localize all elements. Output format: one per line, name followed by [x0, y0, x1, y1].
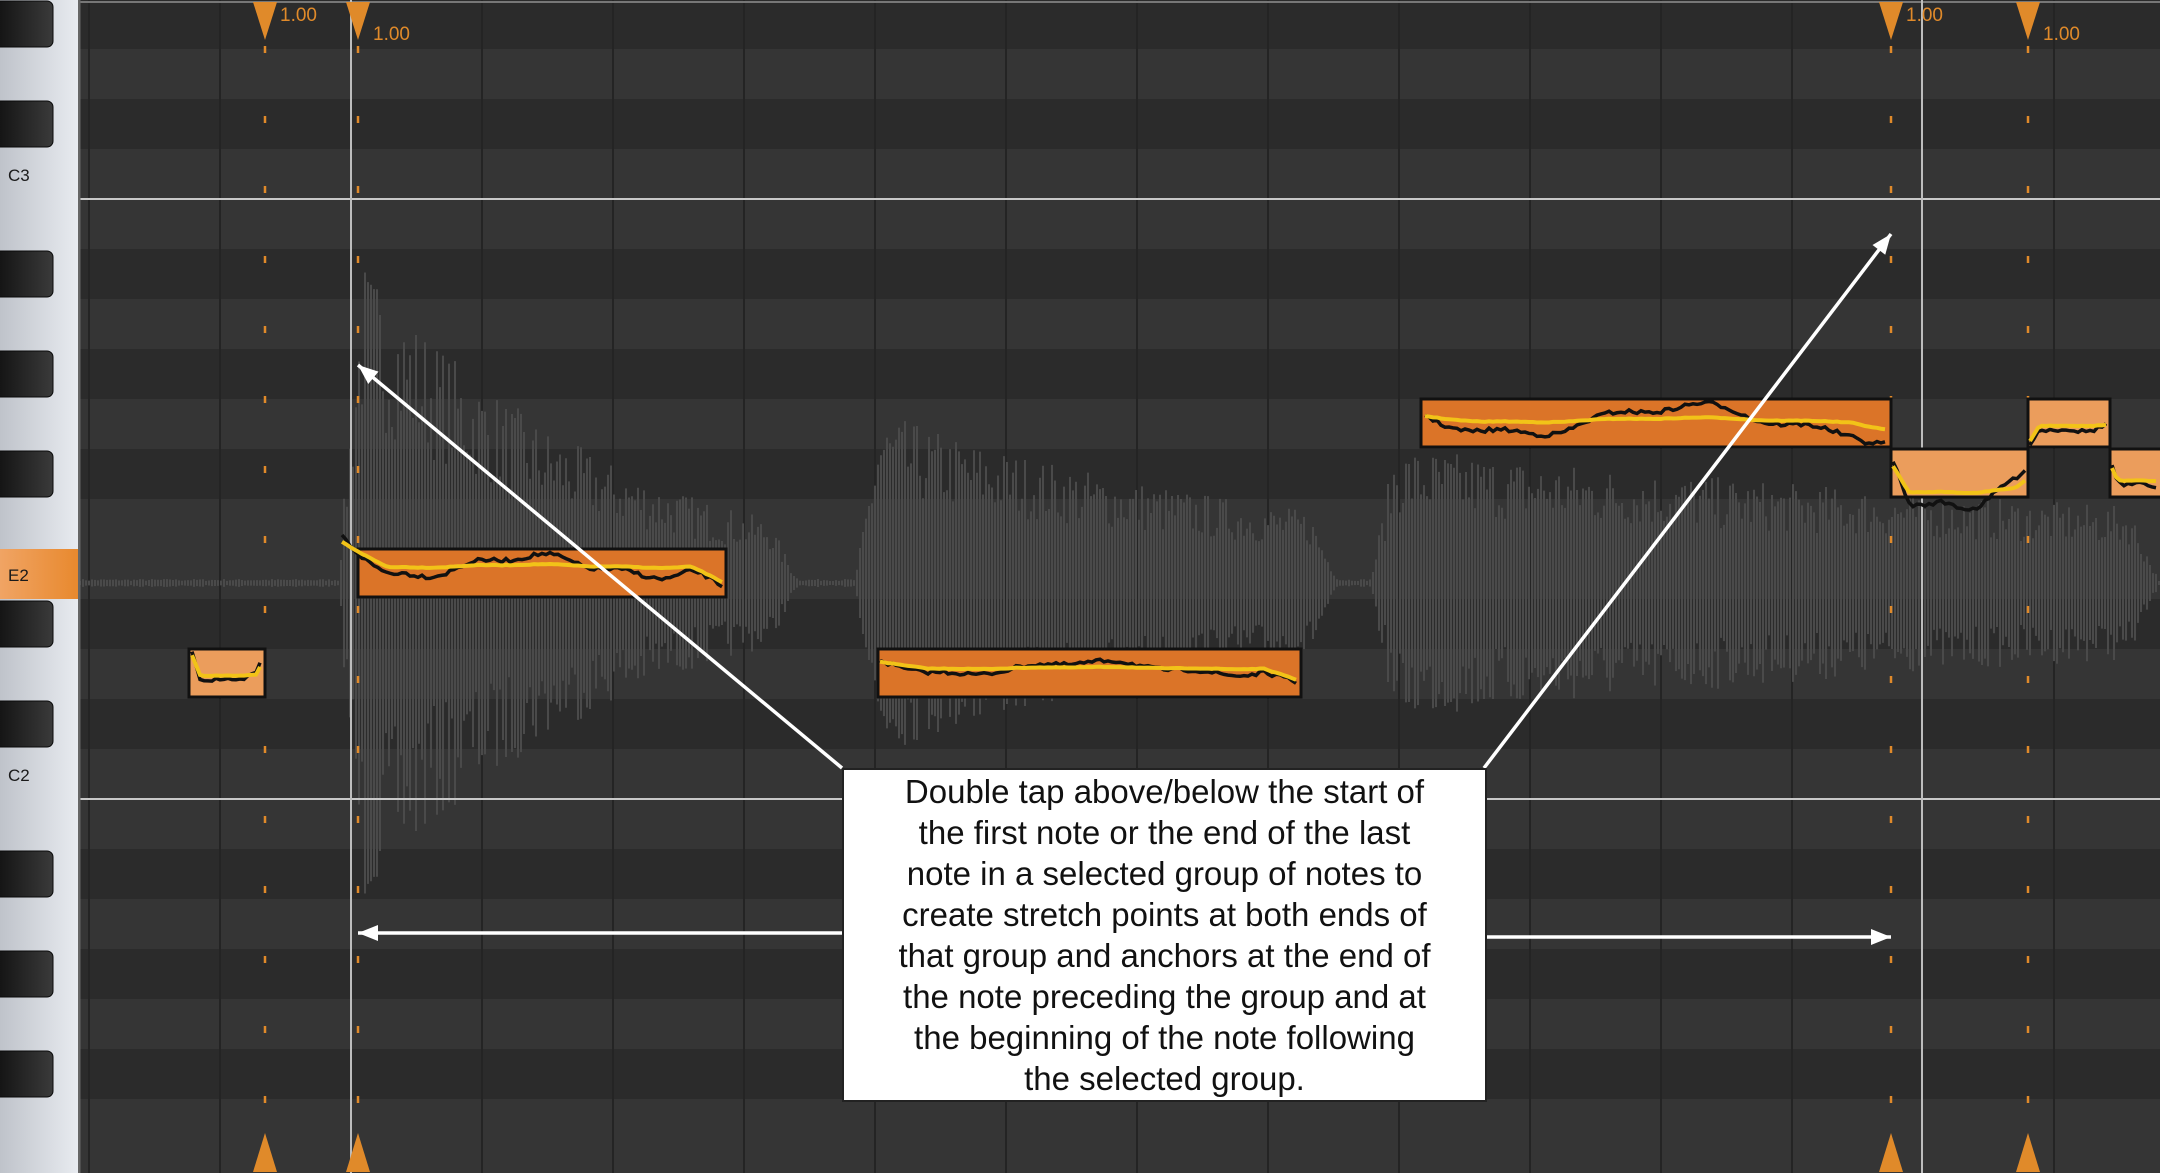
callout-line: the first note or the end of the last [918, 814, 1411, 851]
grid-row [78, 49, 2160, 99]
arrow-head-icon [358, 365, 379, 384]
arrow-head-icon [358, 925, 378, 941]
stretch-marker-label: 1.00 [1906, 5, 1943, 26]
black-key[interactable] [0, 0, 54, 48]
callout-line: the note preceding the group and at [903, 978, 1426, 1015]
grid-row [78, 249, 2160, 299]
black-key[interactable] [0, 450, 54, 498]
stretch-marker-bottom-icon[interactable] [2016, 1133, 2040, 1172]
black-key[interactable] [0, 1050, 54, 1098]
note-g2[interactable] [2026, 397, 2112, 449]
piano-keyboard[interactable]: C3 E2 C2 [0, 0, 78, 1173]
black-key[interactable] [0, 600, 54, 648]
key-label-c3: C3 [8, 166, 30, 185]
black-key[interactable] [0, 950, 54, 998]
stretch-marker-bottom-icon[interactable] [346, 1133, 370, 1172]
stretch-marker-label: 1.00 [2043, 24, 2080, 45]
pitch-curve [1891, 461, 2027, 512]
pitch-center-line [2110, 467, 2157, 484]
stretch-marker-top-icon[interactable] [346, 2, 370, 40]
black-key[interactable] [0, 100, 54, 148]
black-key[interactable] [0, 350, 54, 398]
arrow [356, 363, 844, 770]
highlighted-key[interactable] [0, 549, 78, 599]
callout-line: that group and anchors at the end of [898, 937, 1431, 974]
grid-row [78, 699, 2160, 749]
grid-row [78, 99, 2160, 149]
callout-box: Double tap above/below the start of the … [842, 768, 1487, 1102]
pitch-curves [190, 399, 2157, 685]
callout-line: Double tap above/below the start of [904, 773, 1425, 810]
pitch-center-line [2028, 422, 2107, 443]
stretch-marker-bottom-icon[interactable] [1879, 1133, 1903, 1172]
pitch-center-line [879, 659, 1297, 682]
stretch-marker-label: 1.00 [373, 24, 410, 45]
arrow [1482, 232, 1893, 770]
stretch-marker-bottom-icon[interactable] [253, 1133, 277, 1172]
arrow-line [1482, 232, 1893, 770]
stretch-markers[interactable]: 1.00 1.00 1.00 1.00 [253, 2, 2080, 1172]
grid-row [78, 1099, 2160, 1149]
pitch-curve [879, 657, 1297, 685]
grid-row [78, 299, 2160, 349]
callout-line: note in a selected group of notes to [906, 855, 1423, 892]
pitch-curve [1424, 399, 1886, 446]
pitch-center-line [1891, 465, 2027, 495]
pitch-curve [2028, 422, 2108, 446]
stretch-marker-top-icon[interactable] [253, 2, 277, 40]
stretch-marker-label: 1.00 [280, 5, 317, 26]
callout-line: the beginning of the note following [914, 1019, 1415, 1056]
pitch-curve [340, 533, 723, 589]
black-key[interactable] [0, 250, 54, 298]
stretch-marker[interactable]: 1.00 [2016, 2, 2080, 1172]
grid-row [78, 449, 2160, 499]
callout-line: the selected group. [1024, 1060, 1305, 1097]
arrow-head-icon [1871, 929, 1891, 945]
pitch-center-line [190, 654, 262, 678]
arrow-line [356, 363, 844, 770]
grid-row [78, 199, 2160, 249]
pitch-center-line [1424, 414, 1886, 432]
note-fsharp2[interactable] [2108, 447, 2160, 499]
grid-row [78, 0, 2160, 49]
stretch-marker[interactable]: 1.00 [253, 2, 317, 1172]
black-key[interactable] [0, 850, 54, 898]
note-e2[interactable] [356, 547, 728, 599]
arrow [358, 925, 842, 941]
stretch-marker[interactable]: 1.00 [1879, 2, 1943, 1172]
pitch-center-line [340, 540, 723, 584]
grid-row [78, 149, 2160, 199]
stretch-marker[interactable]: 1.00 [346, 2, 410, 1172]
stretch-marker-top-icon[interactable] [1879, 2, 1903, 40]
callout-arrows [356, 232, 1893, 945]
callout-line: create stretch points at both ends of [902, 896, 1427, 933]
arrow-head-icon [1872, 234, 1891, 255]
key-label-c2: C2 [8, 766, 30, 785]
arrow [1487, 929, 1891, 945]
black-key[interactable] [0, 700, 54, 748]
stretch-marker-top-icon[interactable] [2016, 2, 2040, 40]
grid-row [78, 1149, 2160, 1173]
key-label-e2: E2 [8, 566, 29, 585]
